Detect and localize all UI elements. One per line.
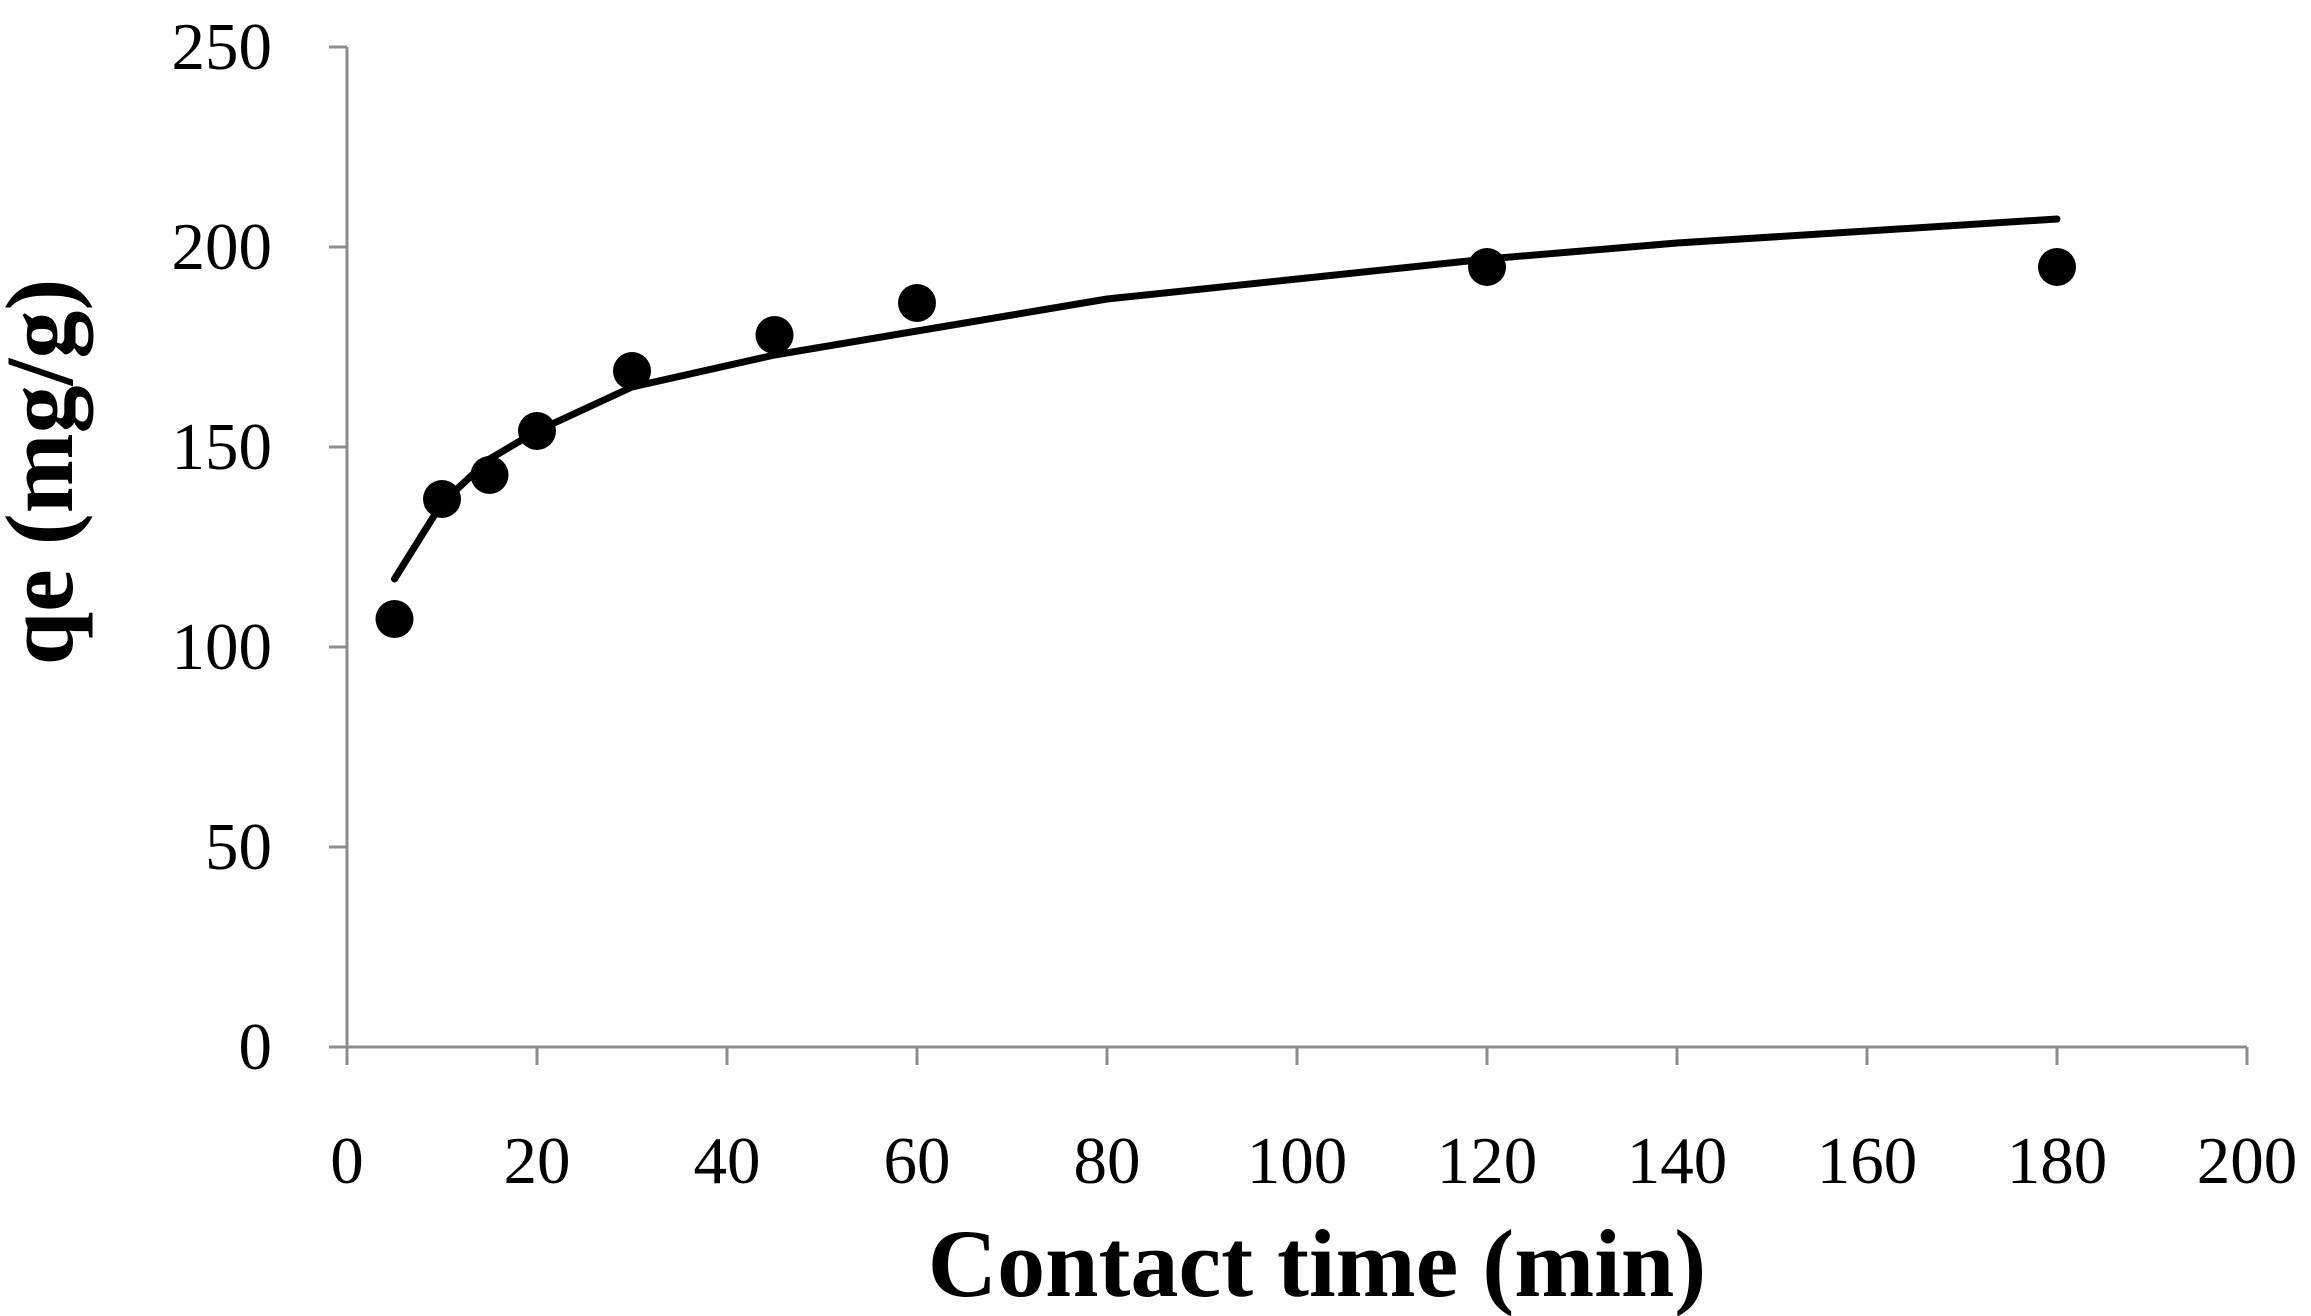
y-tick-label: 150 <box>172 410 273 484</box>
y-axis: 0 50 100 150 200 250 <box>172 10 349 1084</box>
data-points-layer <box>375 248 2076 638</box>
y-tick-label: 50 <box>205 810 272 884</box>
x-tick-label: 60 <box>884 1124 951 1198</box>
y-tick-label: 0 <box>239 1010 273 1084</box>
x-tick-label: 80 <box>1074 1124 1141 1198</box>
data-point <box>1468 248 1506 286</box>
y-axis-title: qe (mg/g) <box>0 279 93 666</box>
data-point <box>375 600 414 638</box>
x-tick-label: 20 <box>504 1124 571 1198</box>
data-point <box>470 456 509 494</box>
y-tick-label: 100 <box>172 610 273 684</box>
x-tick-label: 200 <box>2197 1124 2298 1198</box>
fit-curve <box>391 215 2061 583</box>
data-point <box>613 352 651 390</box>
x-axis: 0 20 40 60 80 100 120 140 160 180 200 <box>330 1045 2298 1198</box>
x-tick-label: 0 <box>330 1124 364 1198</box>
data-point <box>898 284 936 322</box>
x-tick-label: 120 <box>1437 1124 1538 1198</box>
data-point <box>2038 248 2076 286</box>
x-tick-label: 160 <box>1817 1124 1918 1198</box>
y-tick-label: 200 <box>172 210 273 284</box>
data-point <box>755 316 794 354</box>
y-tick-label: 250 <box>172 10 273 84</box>
fit-curve-layer <box>391 215 2061 583</box>
x-tick-label: 180 <box>2007 1124 2108 1198</box>
data-point <box>518 412 556 450</box>
data-point <box>423 480 461 518</box>
x-axis-title: Contact time (min) <box>928 1210 1706 1316</box>
x-tick-label: 140 <box>1627 1124 1728 1198</box>
x-tick-label: 40 <box>694 1124 761 1198</box>
x-tick-label: 100 <box>1247 1124 1348 1198</box>
